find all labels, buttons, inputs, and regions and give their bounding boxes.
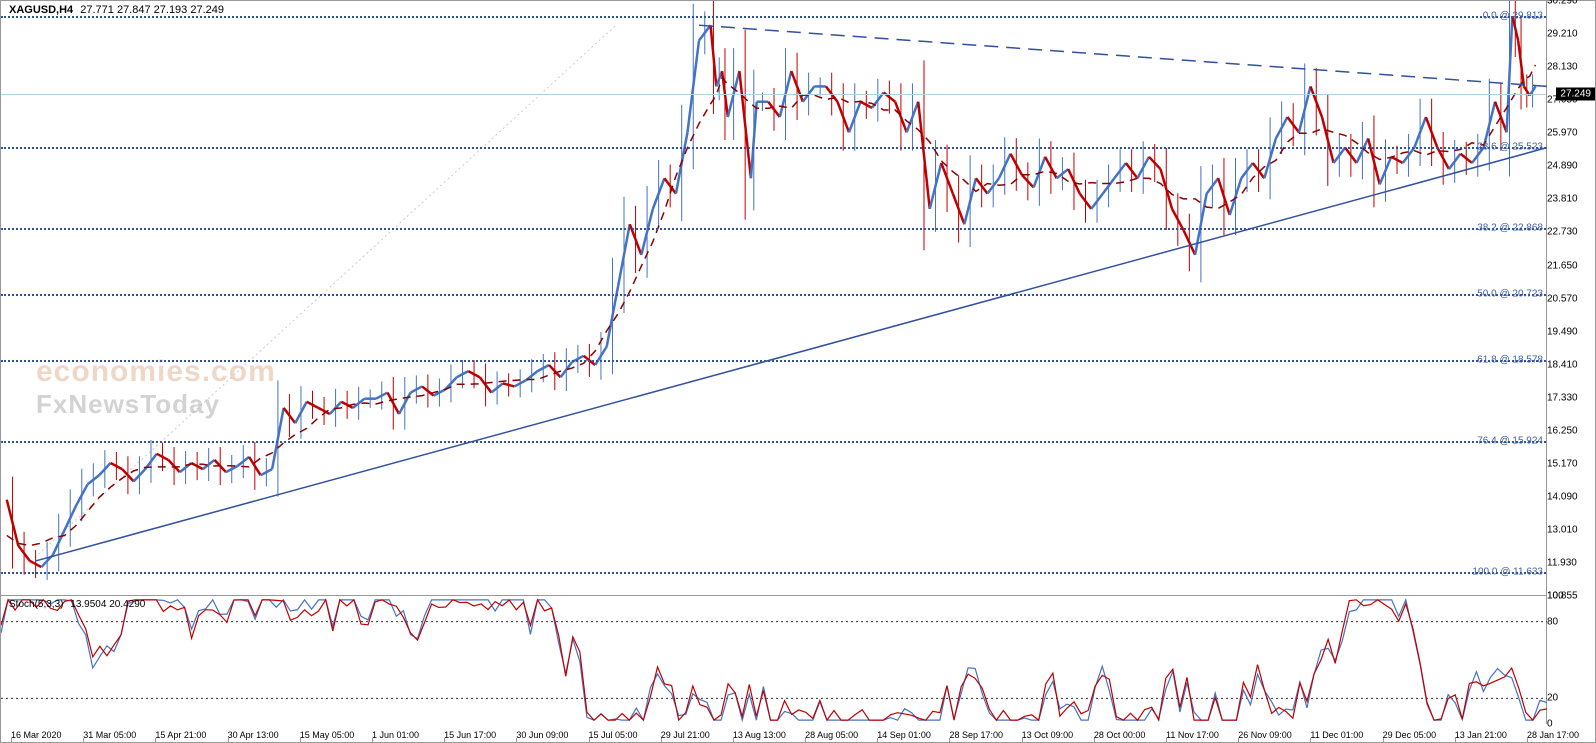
stoch-y-label: 100 (1547, 591, 1564, 602)
x-axis-label: 11 Dec 01:00 (1310, 730, 1363, 740)
x-axis-label: 13 Jan 21:00 (1455, 730, 1507, 740)
current-price-badge: 27.249 (1556, 88, 1595, 101)
x-axis-label: 28 Sep 17:00 (949, 730, 1003, 740)
y-axis-label: 30.290 (1547, 0, 1578, 7)
stoch-y-label: 0 (1547, 719, 1553, 730)
price-svg (1, 1, 1547, 596)
fib-label: 76.4 @ 15.924 (1477, 435, 1543, 446)
y-axis-label: 19.490 (1547, 326, 1578, 337)
x-axis-label: 15 May 05:00 (300, 730, 355, 740)
x-axis-label: 15 Jul 05:00 (589, 730, 638, 740)
x-axis-label: 15 Apr 21:00 (155, 730, 206, 740)
x-axis-label: 31 Mar 05:00 (83, 730, 136, 740)
x-axis-label: 30 Jun 09:00 (516, 730, 568, 740)
y-axis-label: 11.930 (1547, 558, 1577, 569)
main-price-chart[interactable]: XAGUSD,H4 27.771 27.847 27.193 27.249 ec… (1, 1, 1547, 596)
current-price-line (1, 94, 1546, 95)
price-y-axis: 30.29029.21028.13027.05025.97024.89023.8… (1545, 1, 1595, 596)
stochastic-panel[interactable] (1, 596, 1547, 724)
x-axis-label: 28 Jan 17:00 (1527, 730, 1579, 740)
chart-title: XAGUSD,H4 27.771 27.847 27.193 27.249 (9, 4, 224, 16)
fib-line (1, 441, 1546, 443)
y-axis-label: 25.970 (1547, 128, 1578, 139)
x-axis-label: 26 Nov 09:00 (1238, 730, 1292, 740)
x-axis-label: 28 Oct 00:00 (1094, 730, 1146, 740)
y-axis-label: 17.330 (1547, 392, 1578, 403)
chart-container: XAGUSD,H4 27.771 27.847 27.193 27.249 ec… (0, 0, 1596, 743)
stochastic-title: Stoch(5,3,3) 13.9504 20.4290 (9, 599, 145, 610)
fib-line (1, 572, 1546, 574)
y-axis-label: 14.090 (1547, 491, 1578, 502)
stoch-values: 13.9504 20.4290 (70, 599, 145, 610)
fib-line (1, 360, 1546, 362)
y-axis-label: 28.130 (1547, 62, 1578, 73)
x-axis-label: 11 Nov 17:00 (1166, 730, 1219, 740)
y-axis-label: 13.010 (1547, 525, 1578, 536)
fib-label: 38.2 @ 22.868 (1477, 223, 1543, 234)
x-axis-label: 16 Mar 2020 (11, 730, 62, 740)
stochastic-svg (1, 596, 1547, 724)
stoch-y-label: 80 (1547, 616, 1558, 627)
x-axis-label: 28 Aug 05:00 (805, 730, 858, 740)
x-axis-label: 15 Jun 17:00 (444, 730, 496, 740)
x-axis-label: 29 Dec 05:00 (1383, 730, 1437, 740)
x-axis-label: 30 Apr 13:00 (228, 730, 279, 740)
x-axis-label: 14 Sep 01:00 (877, 730, 931, 740)
y-axis-label: 18.410 (1547, 359, 1578, 370)
x-axis-label: 13 Oct 09:00 (1022, 730, 1074, 740)
stoch-name: Stoch(5,3,3) (9, 599, 63, 610)
stoch-y-label: 20 (1547, 693, 1558, 704)
y-axis-label: 29.210 (1547, 29, 1578, 40)
time-x-axis: 16 Mar 2020 31 Mar 05:00 15 Apr 21:00 30 Ap… (1, 722, 1547, 742)
fib-line (1, 147, 1546, 149)
fib-label: 23.6 @ 25.523 (1477, 141, 1543, 152)
watermark-line2: FxNewsToday (36, 389, 276, 420)
y-axis-label: 15.170 (1547, 458, 1578, 469)
fib-label: 50.0 @ 20.723 (1477, 288, 1543, 299)
ohlc-values: 27.771 27.847 27.193 27.249 (80, 4, 224, 16)
fib-label: 0.0 @ 29.813 (1483, 10, 1543, 21)
y-axis-label: 22.730 (1547, 227, 1578, 238)
fib-line (1, 16, 1546, 18)
fib-label: 61.8 @ 18.578 (1477, 354, 1543, 365)
watermark: economies.com FxNewsToday (36, 355, 276, 420)
fib-label: 100.0 @ 11.633 (1472, 567, 1543, 578)
fib-line (1, 228, 1546, 230)
y-axis-label: 23.810 (1547, 194, 1578, 205)
x-axis-label: 1 Jun 01:00 (372, 730, 419, 740)
stoch-y-axis: 02080100 (1545, 596, 1595, 724)
fib-line (1, 294, 1546, 296)
symbol-timeframe: XAGUSD,H4 (9, 4, 73, 16)
x-axis-label: 29 Jul 21:00 (661, 730, 710, 740)
x-axis-label: 13 Aug 13:00 (733, 730, 786, 740)
y-axis-label: 21.650 (1547, 260, 1578, 271)
y-axis-label: 24.890 (1547, 161, 1578, 172)
y-axis-label: 20.570 (1547, 293, 1578, 304)
y-axis-label: 16.250 (1547, 425, 1578, 436)
